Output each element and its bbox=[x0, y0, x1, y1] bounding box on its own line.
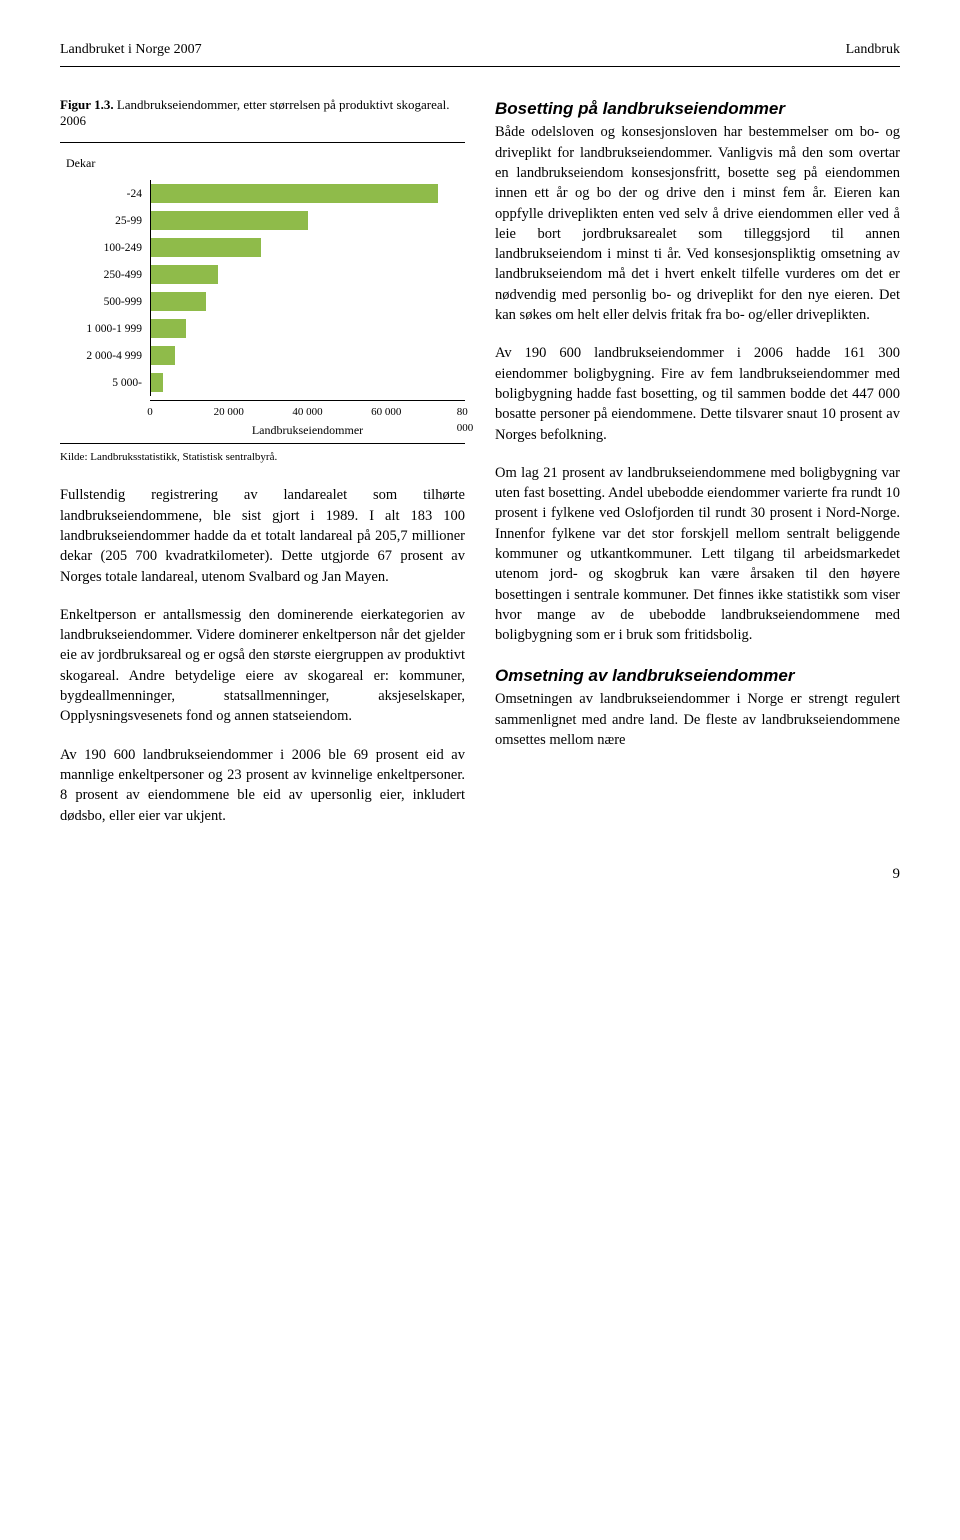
bar-chart: Dekar -24 25-99 100-249 250-499 500-999 1 000… bbox=[60, 142, 465, 444]
chart-bar-track bbox=[150, 288, 465, 315]
chart-row: 100-249 bbox=[60, 234, 465, 261]
right-column: Bosetting på landbrukseiendommer Både od… bbox=[495, 97, 900, 844]
body-paragraph: Av 190 600 landbrukseiendommer i 2006 bl… bbox=[60, 745, 465, 826]
body-paragraph: Omsetningen av landbrukseiendommer i Nor… bbox=[495, 689, 900, 750]
chart-row: 5 000- bbox=[60, 369, 465, 396]
chart-row: 250-499 bbox=[60, 261, 465, 288]
chart-tick-label: 60 000 bbox=[371, 405, 401, 420]
chart-tick-label: 0 bbox=[147, 405, 153, 420]
chart-category-label: 1 000-1 999 bbox=[60, 321, 150, 337]
chart-x-axis-label: Landbrukseiendommer bbox=[60, 422, 465, 439]
chart-source: Kilde: Landbruksstatistikk, Statistisk s… bbox=[60, 450, 465, 465]
chart-bar-track bbox=[150, 315, 465, 342]
chart-x-axis: 020 00040 00060 00080 000 bbox=[60, 400, 465, 420]
chart-bar bbox=[151, 238, 261, 257]
figure-title: Landbrukseiendommer, etter størrelsen på… bbox=[60, 97, 450, 129]
section-heading: Bosetting på landbrukseiendommer bbox=[495, 97, 900, 121]
chart-bar bbox=[151, 373, 163, 392]
chart-category-label: 250-499 bbox=[60, 267, 150, 283]
left-column: Figur 1.3. Landbrukseiendommer, etter st… bbox=[60, 97, 465, 844]
body-paragraph: Av 190 600 landbrukseiendommer i 2006 ha… bbox=[495, 343, 900, 444]
chart-x-ticks: 020 00040 00060 00080 000 bbox=[150, 400, 465, 420]
chart-tick-label: 80 000 bbox=[457, 405, 474, 436]
figure-caption: Figur 1.3. Landbrukseiendommer, etter st… bbox=[60, 97, 465, 131]
header-right: Landbruk bbox=[846, 40, 900, 60]
chart-row: -24 bbox=[60, 180, 465, 207]
chart-bar bbox=[151, 292, 206, 311]
chart-category-label: 500-999 bbox=[60, 294, 150, 310]
body-paragraph: Enkeltperson er antallsmessig den domine… bbox=[60, 605, 465, 727]
chart-bar bbox=[151, 211, 308, 230]
page-number: 9 bbox=[60, 864, 900, 885]
body-paragraph: Om lag 21 prosent av landbrukseiendommen… bbox=[495, 463, 900, 646]
chart-tick-label: 20 000 bbox=[214, 405, 244, 420]
section-heading: Omsetning av landbrukseiendommer bbox=[495, 664, 900, 688]
chart-row: 25-99 bbox=[60, 207, 465, 234]
chart-category-label: 25-99 bbox=[60, 213, 150, 229]
body-paragraph: Fullstendig registrering av landarealet … bbox=[60, 485, 465, 586]
chart-bar bbox=[151, 346, 175, 365]
chart-bar-track bbox=[150, 261, 465, 288]
chart-y-axis-label: Dekar bbox=[66, 155, 465, 172]
chart-bar-track bbox=[150, 369, 465, 396]
chart-category-label: 5 000- bbox=[60, 375, 150, 391]
chart-category-label: 2 000-4 999 bbox=[60, 348, 150, 364]
chart-bars-area: -24 25-99 100-249 250-499 500-999 1 000-1 999… bbox=[60, 180, 465, 396]
figure-number: Figur 1.3. bbox=[60, 97, 117, 112]
chart-bar bbox=[151, 319, 186, 338]
page-header: Landbruket i Norge 2007 Landbruk bbox=[60, 40, 900, 67]
chart-tick-label: 40 000 bbox=[292, 405, 322, 420]
chart-row: 2 000-4 999 bbox=[60, 342, 465, 369]
chart-bar-track bbox=[150, 207, 465, 234]
chart-bar-track bbox=[150, 342, 465, 369]
two-column-layout: Figur 1.3. Landbrukseiendommer, etter st… bbox=[60, 97, 900, 844]
chart-bar bbox=[151, 265, 218, 284]
chart-category-label: -24 bbox=[60, 186, 150, 202]
header-left: Landbruket i Norge 2007 bbox=[60, 40, 202, 60]
chart-category-label: 100-249 bbox=[60, 240, 150, 256]
chart-bar-track bbox=[150, 234, 465, 261]
body-paragraph: Både odelsloven og konsesjonsloven har b… bbox=[495, 122, 900, 325]
chart-bar bbox=[151, 184, 438, 203]
chart-bar-track bbox=[150, 180, 465, 207]
chart-row: 1 000-1 999 bbox=[60, 315, 465, 342]
chart-row: 500-999 bbox=[60, 288, 465, 315]
